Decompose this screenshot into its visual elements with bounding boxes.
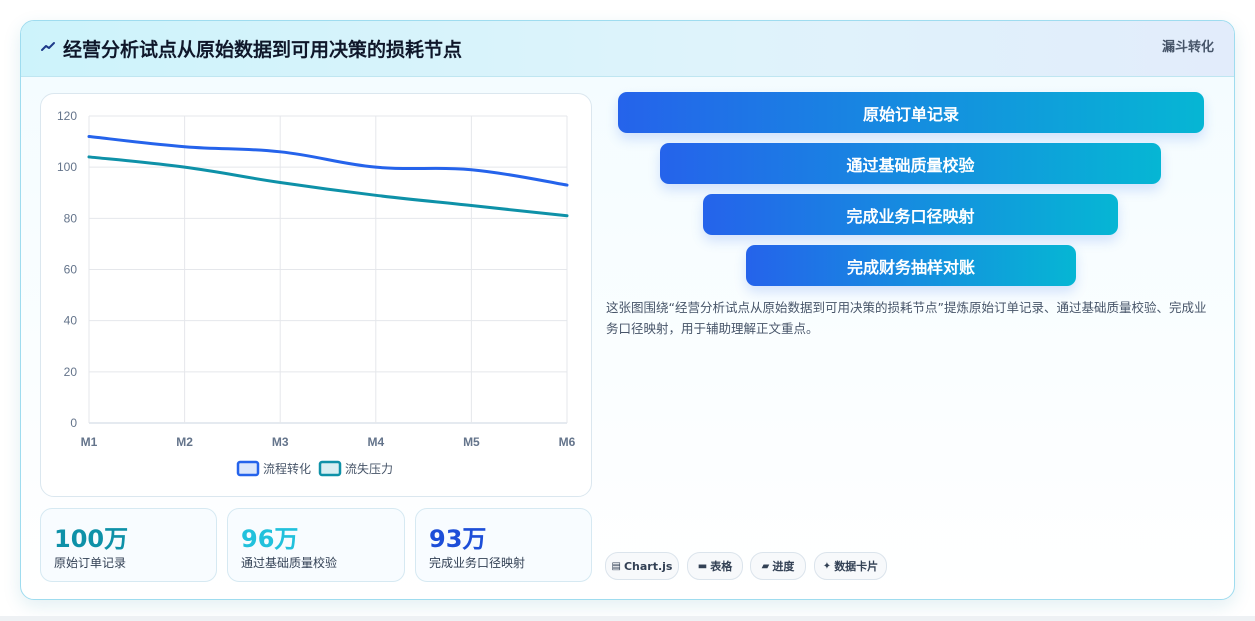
x-tick-label: M3 (272, 435, 289, 449)
chart-description: 这张图围绕“经营分析试点从原始数据到可用决策的损耗节点”提炼原始订单记录、通过基… (606, 300, 1207, 336)
page-title: 经营分析试点从原始数据到可用决策的损耗节点 (63, 39, 463, 61)
y-tick-label: 60 (64, 263, 78, 277)
y-tick-label: 40 (64, 314, 78, 328)
stat-value: 93万 (429, 525, 487, 553)
y-tick-label: 0 (70, 416, 77, 430)
legend-label: 流失压力 (345, 461, 393, 476)
stat-value: 96万 (241, 525, 299, 553)
header-badge: 漏斗转化 (1161, 40, 1214, 55)
y-tick-label: 80 (64, 211, 78, 225)
series-line-2 (87, 155, 569, 218)
funnel-step-4: 完成财务抽样对账 (746, 245, 1076, 286)
stat-label: 通过基础质量校验 (241, 556, 338, 570)
chip-label: 进度 (772, 560, 795, 573)
y-tick-label: 20 (64, 365, 78, 379)
chip-progress[interactable]: ▰ 进度 (750, 552, 806, 580)
y-tick-label: 100 (57, 160, 77, 174)
legend-swatch (318, 460, 342, 477)
x-tick-label: M1 (81, 435, 98, 449)
chip-label: 表格 (710, 560, 733, 573)
funnel-step-3: 完成业务口径映射 (703, 194, 1118, 235)
chart-icon: ▤ (611, 560, 621, 572)
chip-label: Chart.js (623, 559, 673, 573)
x-tick-label: M6 (559, 435, 576, 449)
x-tick-label: M5 (463, 435, 480, 449)
legend-label: 流程转化 (263, 461, 311, 476)
x-tick-label: M4 (367, 435, 384, 449)
chip-data-card[interactable]: ✦ 数据卡片 (814, 552, 887, 580)
card-header: 经营分析试点从原始数据到可用决策的损耗节点 漏斗转化 (21, 21, 1234, 77)
y-tick-label: 120 (57, 109, 77, 123)
funnel-step-2: 通过基础质量校验 (660, 143, 1161, 184)
progress-icon: ▰ (761, 560, 770, 572)
chip-chartjs[interactable]: ▤ Chart.js (605, 552, 679, 580)
chip-table[interactable]: ▬ 表格 (687, 552, 743, 580)
analysis-card: 经营分析试点从原始数据到可用决策的损耗节点 漏斗转化 0 20 40 60 80 100 1… (20, 20, 1235, 600)
line-chart-panel: 0 20 40 60 80 100 120 M1 M2 M3 M4 M5 M6 流程转化 流失压力 (40, 93, 592, 497)
chip-label: 数据卡片 (834, 560, 879, 573)
sparkle-icon: ✦ (822, 560, 832, 572)
table-icon: ▬ (697, 560, 708, 572)
line-chart: 0 20 40 60 80 100 120 M1 M2 M3 M4 M5 M6 流程转化 流失压力 (57, 109, 576, 477)
stat-card-raw-orders: 100万 原始订单记录 (40, 508, 217, 582)
page-bottom-strip (0, 616, 1255, 621)
stat-card-business-mapping: 93万 完成业务口径映射 (415, 508, 592, 582)
x-tick-label: M2 (176, 435, 193, 449)
stat-value: 100万 (54, 525, 129, 553)
series-line-1 (87, 134, 569, 187)
sparkline-icon (41, 42, 55, 51)
stat-label: 原始订单记录 (54, 556, 127, 570)
stat-card-quality-check: 96万 通过基础质量校验 (227, 508, 405, 582)
legend-swatch (236, 460, 260, 477)
stat-label: 完成业务口径映射 (429, 556, 526, 570)
funnel-step-1: 原始订单记录 (618, 92, 1204, 133)
